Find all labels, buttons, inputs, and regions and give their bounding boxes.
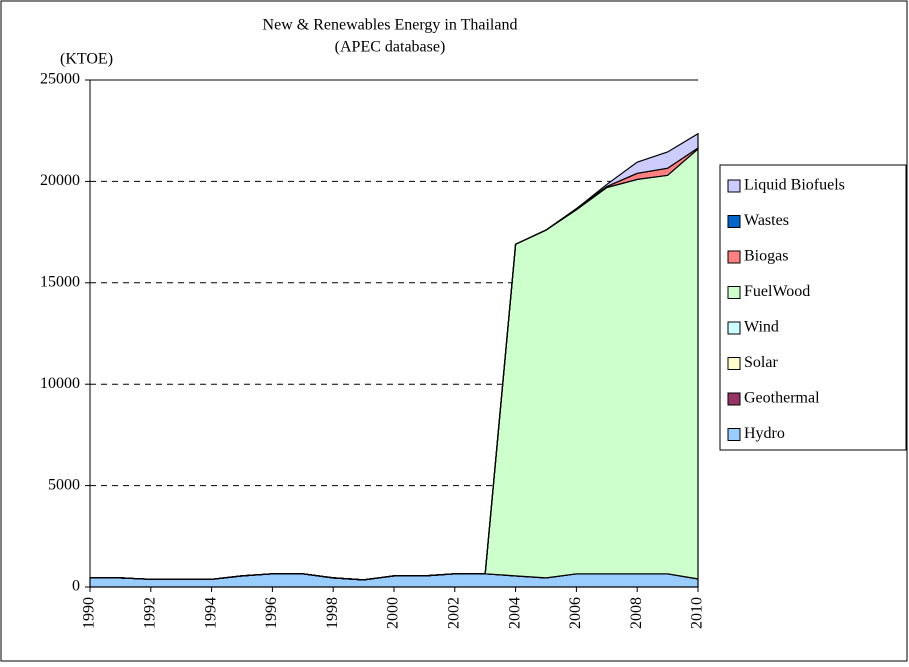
legend-label: Wastes [744,212,789,229]
y-tick-label: 25000 [40,71,80,88]
legend-box [719,164,907,451]
y-tick-label: 20000 [40,172,80,189]
x-tick-label: 2000 [385,597,402,629]
legend-label: Geothermal [744,390,820,407]
x-tick-label: 1994 [202,597,219,629]
x-tick-label: 1990 [81,597,98,629]
legend-swatch [727,428,741,441]
y-tick-label: 5000 [48,476,80,493]
legend-swatch [727,215,741,228]
legend-swatch [727,321,741,335]
legend-swatch [727,179,741,193]
y-tick-label: 0 [72,578,80,595]
x-tick-label: 2002 [445,597,462,629]
legend-swatch [727,250,741,264]
legend-label: Wind [744,319,779,336]
y-tick-label: 15000 [40,273,80,290]
x-tick-label: 1998 [324,597,341,629]
legend-label: Biogas [744,248,788,265]
y-axis-label: (KTOE) [60,51,113,68]
y-tick-label: 10000 [40,375,80,392]
legend-swatch [727,357,741,370]
x-tick-label: 2008 [628,597,645,629]
legend-swatch [727,286,741,299]
legend-label: Hydro [744,425,785,442]
x-tick-label: 2004 [506,597,523,629]
x-tick-label: 2006 [567,597,584,629]
legend-label: Liquid Biofuels [744,177,845,194]
area [90,132,699,581]
chart-subtitle: (APEC database) [335,39,446,56]
x-tick-label: 1996 [263,597,280,629]
legend-label: FuelWood [744,283,810,300]
x-tick-label: 2010 [689,597,706,629]
legend-label: Solar [744,354,778,371]
x-tick-label: 1992 [141,597,158,629]
chart-title: New & Renewables Energy in Thailand [263,17,518,34]
legend-swatch [727,392,741,406]
